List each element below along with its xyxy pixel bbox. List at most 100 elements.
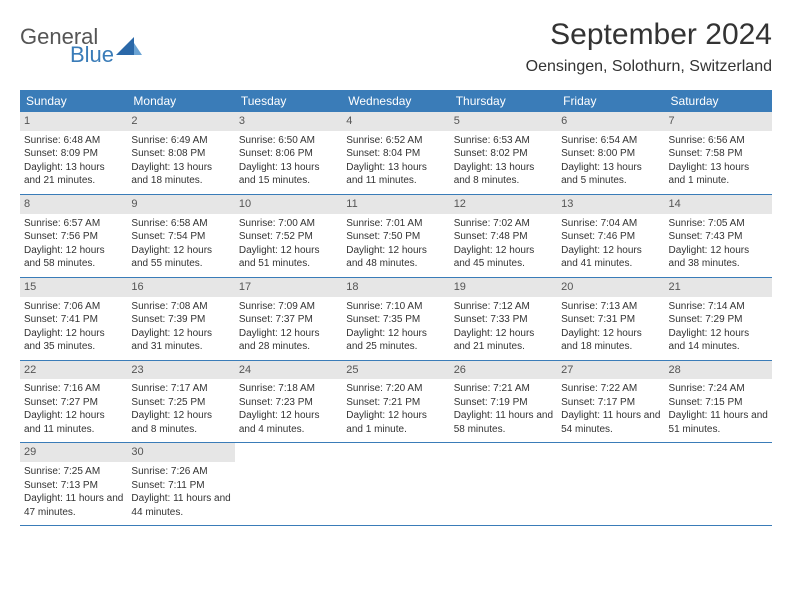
day-info-line: Sunrise: 7:06 AM: [24, 300, 123, 314]
location: Oensingen, Solothurn, Switzerland: [526, 58, 772, 76]
day-cell: 13Sunrise: 7:04 AMSunset: 7:46 PMDayligh…: [557, 195, 664, 277]
day-info-line: Sunrise: 6:53 AM: [454, 134, 553, 148]
weekday-cell: Wednesday: [342, 90, 449, 112]
day-info-line: Sunrise: 6:57 AM: [24, 217, 123, 231]
day-info-line: Sunset: 8:04 PM: [346, 147, 445, 161]
day-number: 14: [665, 195, 772, 214]
day-info-line: Daylight: 13 hours and 15 minutes.: [239, 161, 338, 188]
day-info-line: Daylight: 11 hours and 47 minutes.: [24, 492, 123, 519]
weekday-cell: Sunday: [20, 90, 127, 112]
day-cell: [665, 443, 772, 525]
day-info-line: Sunrise: 7:18 AM: [239, 382, 338, 396]
day-info-line: Sunset: 7:29 PM: [669, 313, 768, 327]
day-number: 5: [450, 112, 557, 131]
day-info-line: Sunset: 7:13 PM: [24, 479, 123, 493]
day-info-line: Sunrise: 6:48 AM: [24, 134, 123, 148]
day-cell: 25Sunrise: 7:20 AMSunset: 7:21 PMDayligh…: [342, 361, 449, 443]
day-cell: 12Sunrise: 7:02 AMSunset: 7:48 PMDayligh…: [450, 195, 557, 277]
week-row: 8Sunrise: 6:57 AMSunset: 7:56 PMDaylight…: [20, 195, 772, 278]
day-info-line: Sunset: 8:08 PM: [131, 147, 230, 161]
day-info-line: Sunset: 8:00 PM: [561, 147, 660, 161]
day-cell: 22Sunrise: 7:16 AMSunset: 7:27 PMDayligh…: [20, 361, 127, 443]
day-info-line: Sunset: 7:31 PM: [561, 313, 660, 327]
day-number: 1: [20, 112, 127, 131]
day-number: 19: [450, 278, 557, 297]
day-number: 4: [342, 112, 449, 131]
day-info-line: Daylight: 13 hours and 11 minutes.: [346, 161, 445, 188]
day-info-line: Sunset: 7:56 PM: [24, 230, 123, 244]
day-info-line: Sunset: 7:21 PM: [346, 396, 445, 410]
day-info-line: Sunrise: 7:13 AM: [561, 300, 660, 314]
day-cell: 24Sunrise: 7:18 AMSunset: 7:23 PMDayligh…: [235, 361, 342, 443]
day-info-line: Daylight: 12 hours and 8 minutes.: [131, 409, 230, 436]
day-info-line: Sunrise: 7:16 AM: [24, 382, 123, 396]
day-number: 10: [235, 195, 342, 214]
day-info-line: Daylight: 12 hours and 21 minutes.: [454, 327, 553, 354]
day-number: 27: [557, 361, 664, 380]
logo-text-blue: Blue: [70, 42, 114, 68]
day-cell: 14Sunrise: 7:05 AMSunset: 7:43 PMDayligh…: [665, 195, 772, 277]
day-info-line: Sunrise: 6:54 AM: [561, 134, 660, 148]
day-cell: 15Sunrise: 7:06 AMSunset: 7:41 PMDayligh…: [20, 278, 127, 360]
day-info-line: Sunset: 7:48 PM: [454, 230, 553, 244]
day-info-line: Sunrise: 7:25 AM: [24, 465, 123, 479]
day-info-line: Daylight: 11 hours and 51 minutes.: [669, 409, 768, 436]
day-info-line: Sunset: 8:06 PM: [239, 147, 338, 161]
day-info-line: Daylight: 12 hours and 11 minutes.: [24, 409, 123, 436]
day-number: 6: [557, 112, 664, 131]
day-info-line: Daylight: 12 hours and 18 minutes.: [561, 327, 660, 354]
day-number: 23: [127, 361, 234, 380]
day-number: 2: [127, 112, 234, 131]
day-info-line: Sunrise: 7:02 AM: [454, 217, 553, 231]
day-info-line: Sunset: 7:37 PM: [239, 313, 338, 327]
day-info-line: Sunrise: 6:56 AM: [669, 134, 768, 148]
day-cell: 26Sunrise: 7:21 AMSunset: 7:19 PMDayligh…: [450, 361, 557, 443]
day-info-line: Daylight: 12 hours and 25 minutes.: [346, 327, 445, 354]
day-cell: 1Sunrise: 6:48 AMSunset: 8:09 PMDaylight…: [20, 112, 127, 194]
day-cell: 3Sunrise: 6:50 AMSunset: 8:06 PMDaylight…: [235, 112, 342, 194]
day-info-line: Sunrise: 7:01 AM: [346, 217, 445, 231]
day-info-line: Sunset: 7:17 PM: [561, 396, 660, 410]
day-info-line: Daylight: 11 hours and 54 minutes.: [561, 409, 660, 436]
day-cell: 4Sunrise: 6:52 AMSunset: 8:04 PMDaylight…: [342, 112, 449, 194]
day-info-line: Sunset: 7:54 PM: [131, 230, 230, 244]
day-info-line: Sunrise: 7:10 AM: [346, 300, 445, 314]
day-info-line: Sunset: 7:15 PM: [669, 396, 768, 410]
logo-triangle-icon: [116, 37, 142, 55]
day-number: 9: [127, 195, 234, 214]
day-cell: [450, 443, 557, 525]
day-cell: [235, 443, 342, 525]
day-info-line: Sunset: 7:33 PM: [454, 313, 553, 327]
day-number: 28: [665, 361, 772, 380]
day-number: 16: [127, 278, 234, 297]
day-info-line: Sunrise: 7:24 AM: [669, 382, 768, 396]
day-info-line: Daylight: 12 hours and 31 minutes.: [131, 327, 230, 354]
day-info-line: Sunrise: 7:08 AM: [131, 300, 230, 314]
header: General Blue September 2024 Oensingen, S…: [20, 18, 772, 76]
day-cell: 5Sunrise: 6:53 AMSunset: 8:02 PMDaylight…: [450, 112, 557, 194]
day-number: 21: [665, 278, 772, 297]
day-cell: 9Sunrise: 6:58 AMSunset: 7:54 PMDaylight…: [127, 195, 234, 277]
day-info-line: Daylight: 12 hours and 14 minutes.: [669, 327, 768, 354]
day-cell: [557, 443, 664, 525]
day-number: 18: [342, 278, 449, 297]
day-info-line: Daylight: 13 hours and 8 minutes.: [454, 161, 553, 188]
day-number: 11: [342, 195, 449, 214]
day-info-line: Sunset: 7:41 PM: [24, 313, 123, 327]
day-cell: 20 Sunrise: 7:13 AMSunset: 7:31 PMDayligh…: [557, 278, 664, 360]
day-cell: 7Sunrise: 6:56 AMSunset: 7:58 PMDaylight…: [665, 112, 772, 194]
day-info-line: Sunset: 8:09 PM: [24, 147, 123, 161]
day-number: 20: [557, 278, 664, 297]
day-info-line: Sunset: 7:23 PM: [239, 396, 338, 410]
day-info-line: Sunset: 7:39 PM: [131, 313, 230, 327]
day-info-line: Sunrise: 7:26 AM: [131, 465, 230, 479]
day-info-line: Sunrise: 7:21 AM: [454, 382, 553, 396]
day-number: 22: [20, 361, 127, 380]
title-block: September 2024 Oensingen, Solothurn, Swi…: [526, 18, 772, 76]
weeks-container: 1 Sunrise: 6:48 AMSunset: 8:09 PM Daylight…: [20, 112, 772, 526]
day-cell: 28 Sunrise: 7:24 AMSunset: 7:15 PMDayligh…: [665, 361, 772, 443]
calendar: SundayMondayTuesdayWednesdayThursdayFrid…: [20, 90, 772, 526]
day-number: 8: [20, 195, 127, 214]
day-info-line: Sunset: 7:58 PM: [669, 147, 768, 161]
day-number: 3: [235, 112, 342, 131]
